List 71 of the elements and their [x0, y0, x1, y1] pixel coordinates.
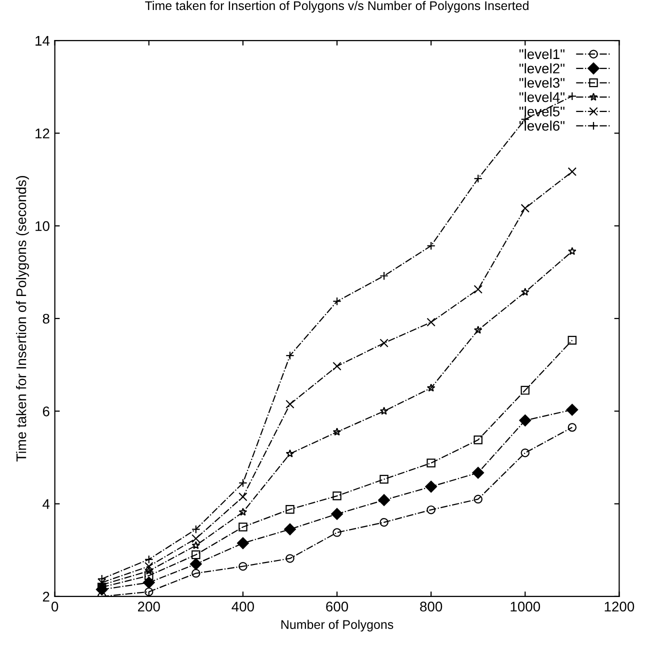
point — [331, 508, 343, 520]
point — [520, 386, 530, 395]
point — [520, 204, 530, 213]
point — [380, 338, 388, 348]
point — [568, 167, 577, 176]
point — [238, 492, 248, 502]
y-tick-label: 6 — [42, 406, 50, 416]
point — [380, 474, 388, 484]
point — [190, 558, 202, 570]
y-tick-label: 4 — [42, 499, 50, 509]
y-tick-label: 8 — [42, 314, 50, 324]
x-tick-label: 1000 — [510, 602, 540, 612]
y-tick-label: 10 — [36, 221, 50, 232]
point — [519, 414, 532, 426]
point — [192, 541, 200, 550]
point — [474, 326, 482, 334]
legend-label: "level6" — [519, 120, 564, 131]
point — [426, 458, 436, 468]
point — [568, 336, 577, 345]
y-tick-label: 2 — [42, 592, 50, 602]
point — [236, 537, 249, 550]
x-axis-title: Number of Polygons — [281, 620, 394, 632]
point — [520, 448, 530, 458]
point — [474, 494, 482, 504]
point — [142, 576, 155, 589]
x-tick-label: 800 — [420, 602, 442, 612]
point — [238, 562, 248, 571]
point — [472, 466, 484, 479]
point — [378, 494, 390, 506]
x-tick-label: 1200 — [604, 602, 634, 612]
legend-label: "level3" — [519, 78, 564, 88]
y-tick-label: 14 — [36, 36, 50, 46]
legend-label: "level4" — [519, 92, 564, 102]
point — [566, 404, 578, 416]
point — [380, 406, 388, 415]
point — [284, 523, 296, 536]
point — [332, 428, 342, 436]
point — [144, 571, 154, 580]
x-tick-label: 400 — [232, 602, 254, 612]
point — [192, 550, 200, 560]
point — [238, 522, 248, 532]
point — [144, 566, 154, 575]
point — [520, 288, 530, 296]
point — [332, 362, 342, 371]
point — [192, 568, 200, 578]
y-axis-title: Time taken for Insertion of Polygons (seconds) — [16, 176, 29, 462]
point — [144, 587, 154, 596]
point — [238, 508, 248, 516]
point — [474, 435, 482, 444]
point — [192, 534, 200, 543]
point — [426, 505, 436, 514]
point — [425, 480, 438, 493]
point — [426, 384, 436, 392]
point — [286, 504, 294, 514]
x-tick-label: 200 — [138, 602, 160, 612]
point — [332, 528, 342, 537]
point — [97, 582, 106, 592]
chart-title: Time taken for Insertion of Polygons v/s Number of Polygons Inserted — [145, 0, 528, 13]
point — [474, 284, 482, 294]
point — [286, 554, 294, 563]
legend-label: "level1" — [519, 48, 564, 60]
point — [568, 422, 577, 432]
point — [332, 492, 342, 500]
point — [380, 518, 388, 527]
x-tick-label: 0 — [52, 602, 58, 612]
legend-label: "level2" — [519, 63, 564, 74]
point — [568, 246, 576, 255]
x-tick-label: 600 — [326, 602, 348, 612]
point — [286, 449, 294, 458]
y-tick-label: 12 — [36, 128, 50, 138]
point — [426, 318, 436, 327]
